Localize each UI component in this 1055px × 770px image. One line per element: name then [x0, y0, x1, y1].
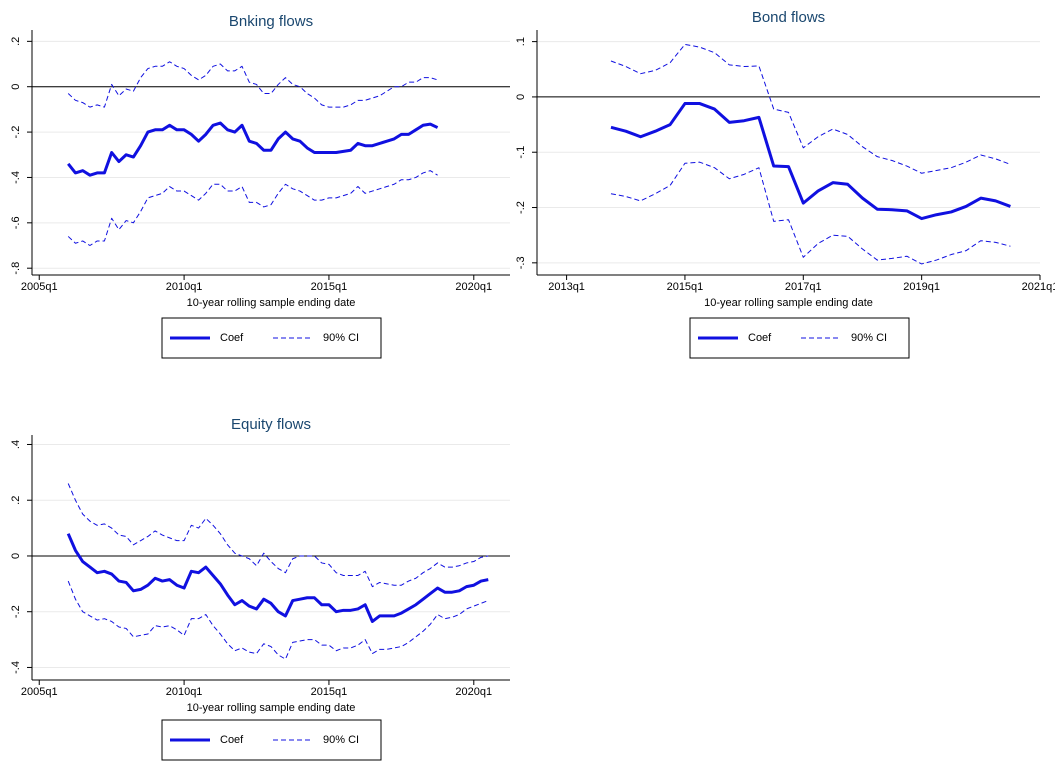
- x-axis-title: 10-year rolling sample ending date: [187, 702, 356, 714]
- y-tick-label: 0: [10, 553, 22, 559]
- ci-lower-line: [610, 161, 1011, 265]
- x-tick-label: 2010q1: [166, 686, 203, 698]
- chart-title: Bnking flows: [229, 13, 313, 30]
- x-tick-label: 2020q1: [455, 686, 492, 698]
- legend-box: [689, 317, 910, 359]
- chart-title: Equity flows: [231, 416, 311, 433]
- x-tick-label: 2005q1: [21, 281, 58, 293]
- y-tick-label: -.4: [10, 661, 22, 674]
- x-tick-label: 2019q1: [903, 281, 940, 293]
- y-tick-label: -.8: [10, 262, 22, 275]
- legend-label: Coef: [220, 734, 244, 746]
- x-axis-title: 10-year rolling sample ending date: [704, 297, 873, 309]
- x-tick-label: 2021q1: [1022, 281, 1055, 293]
- coef-line: [610, 102, 1011, 221]
- y-tick-label: -.2: [10, 605, 22, 618]
- y-tick-label: -.3: [515, 256, 527, 269]
- y-tick-label: .2: [10, 37, 22, 46]
- y-tick-label: -.6: [10, 216, 22, 229]
- x-tick-label: 2013q1: [548, 281, 585, 293]
- ci-lower-line: [67, 170, 438, 247]
- x-tick-label: 2015q1: [311, 281, 348, 293]
- x-tick-label: 2017q1: [785, 281, 822, 293]
- legend-label: Coef: [220, 332, 244, 344]
- chart-title: Bond flows: [752, 9, 825, 26]
- x-tick-label: 2015q1: [311, 686, 348, 698]
- x-axis-title: 10-year rolling sample ending date: [187, 297, 356, 309]
- y-tick-label: 0: [515, 94, 527, 100]
- x-tick-label: 2010q1: [166, 281, 203, 293]
- ci-upper-line: [67, 61, 438, 108]
- y-tick-label: -.1: [515, 146, 527, 159]
- y-tick-label: .1: [515, 37, 527, 46]
- legend-label: 90% CI: [323, 332, 359, 344]
- y-tick-label: -.2: [10, 126, 22, 139]
- x-tick-label: 2005q1: [21, 686, 58, 698]
- y-tick-label: .4: [10, 440, 22, 449]
- legend-label: 90% CI: [323, 734, 359, 746]
- y-tick-label: .2: [10, 496, 22, 505]
- coef-line: [66, 533, 489, 623]
- x-tick-label: 2015q1: [667, 281, 704, 293]
- legend-label: Coef: [748, 332, 772, 344]
- coef-line: [67, 121, 439, 177]
- y-tick-label: -.2: [515, 201, 527, 214]
- y-tick-label: -.4: [10, 171, 22, 184]
- x-tick-label: 2020q1: [455, 281, 492, 293]
- ci-upper-line: [610, 43, 1011, 174]
- legend-label: 90% CI: [851, 332, 887, 344]
- y-tick-label: 0: [10, 84, 22, 90]
- ci-upper-line: [67, 483, 489, 588]
- ci-lower-line: [67, 580, 489, 660]
